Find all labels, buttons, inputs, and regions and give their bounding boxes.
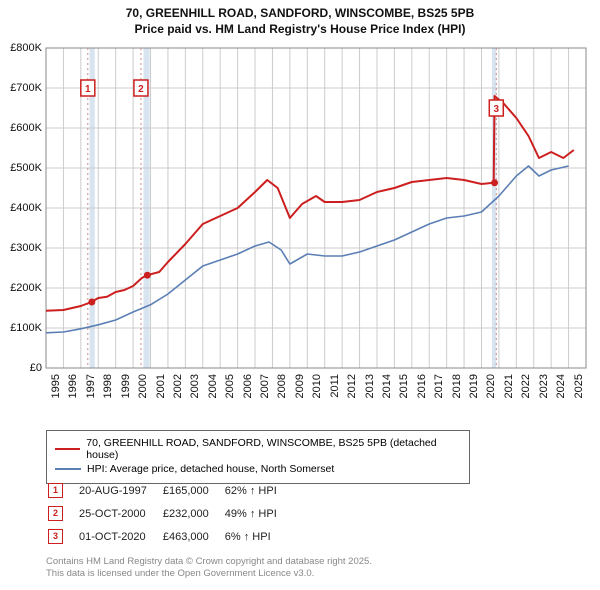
x-tick-label: 2019 — [468, 374, 480, 398]
x-tick-label: 1997 — [85, 374, 97, 398]
x-tick-label: 2022 — [520, 374, 532, 398]
x-tick-label: 2016 — [416, 374, 428, 398]
sale-marker-icon: 3 — [48, 529, 63, 544]
y-tick-label: £500K — [0, 162, 42, 174]
x-tick-label: 2003 — [189, 374, 201, 398]
x-tick-label: 2020 — [485, 374, 497, 398]
y-tick-label: £200K — [0, 282, 42, 294]
svg-text:3: 3 — [494, 104, 500, 115]
x-tick-label: 1996 — [67, 374, 79, 398]
y-tick-label: £700K — [0, 82, 42, 94]
x-tick-label: 2001 — [155, 374, 167, 398]
x-tick-label: 2008 — [276, 374, 288, 398]
x-tick-label: 2018 — [451, 374, 463, 398]
x-tick-label: 2012 — [346, 374, 358, 398]
x-tick-label: 2009 — [294, 374, 306, 398]
sale-delta: 62% ↑ HPI — [225, 480, 291, 501]
price-chart: 1 2 3 — [0, 0, 600, 430]
sale-delta: 6% ↑ HPI — [225, 526, 291, 547]
svg-text:2: 2 — [138, 84, 144, 95]
sale-marker-icon: 2 — [48, 506, 63, 521]
legend-item: HPI: Average price, detached house, Nort… — [55, 463, 461, 475]
x-tick-label: 2002 — [172, 374, 184, 398]
table-row: 1 20-AUG-1997£165,00062% ↑ HPI — [48, 480, 291, 501]
x-tick-label: 2021 — [503, 374, 515, 398]
footer-line-2: This data is licensed under the Open Gov… — [46, 568, 372, 580]
sale-price: £165,000 — [163, 480, 223, 501]
x-tick-label: 1995 — [50, 374, 62, 398]
sale-date: 25-OCT-2000 — [79, 503, 161, 524]
x-tick-label: 2014 — [381, 374, 393, 398]
table-row: 2 25-OCT-2000£232,00049% ↑ HPI — [48, 503, 291, 524]
x-tick-label: 1998 — [102, 374, 114, 398]
y-tick-label: £100K — [0, 322, 42, 334]
footer-attribution: Contains HM Land Registry data © Crown c… — [46, 556, 372, 581]
y-tick-label: £400K — [0, 202, 42, 214]
x-tick-label: 2015 — [398, 374, 410, 398]
y-tick-label: £600K — [0, 122, 42, 134]
x-tick-label: 2006 — [242, 374, 254, 398]
x-tick-label: 2024 — [555, 374, 567, 398]
x-tick-label: 2000 — [137, 374, 149, 398]
x-tick-label: 1999 — [120, 374, 132, 398]
sale-price: £463,000 — [163, 526, 223, 547]
x-tick-label: 2011 — [329, 374, 341, 398]
table-row: 3 01-OCT-2020£463,0006% ↑ HPI — [48, 526, 291, 547]
sale-marker-icon: 1 — [48, 483, 63, 498]
footer-line-1: Contains HM Land Registry data © Crown c… — [46, 556, 372, 568]
chart-legend: 70, GREENHILL ROAD, SANDFORD, WINSCOMBE,… — [46, 430, 470, 484]
sale-price: £232,000 — [163, 503, 223, 524]
x-tick-label: 2010 — [311, 374, 323, 398]
sale-date: 01-OCT-2020 — [79, 526, 161, 547]
x-tick-label: 2007 — [259, 374, 271, 398]
legend-item: 70, GREENHILL ROAD, SANDFORD, WINSCOMBE,… — [55, 437, 461, 461]
x-tick-label: 2025 — [573, 374, 585, 398]
svg-text:1: 1 — [85, 84, 91, 95]
y-tick-label: £800K — [0, 42, 42, 54]
x-tick-label: 2004 — [207, 374, 219, 398]
sale-delta: 49% ↑ HPI — [225, 503, 291, 524]
sales-table: 1 20-AUG-1997£165,00062% ↑ HPI 2 25-OCT-200… — [46, 478, 293, 549]
legend-label: 70, GREENHILL ROAD, SANDFORD, WINSCOMBE,… — [86, 437, 461, 461]
x-tick-label: 2023 — [538, 374, 550, 398]
x-tick-label: 2017 — [433, 374, 445, 398]
legend-label: HPI: Average price, detached house, Nort… — [87, 463, 334, 475]
x-tick-label: 2013 — [364, 374, 376, 398]
legend-swatch — [55, 448, 80, 450]
y-tick-label: £0 — [0, 362, 42, 374]
legend-swatch — [55, 468, 81, 470]
x-tick-label: 2005 — [224, 374, 236, 398]
sale-date: 20-AUG-1997 — [79, 480, 161, 501]
y-tick-label: £300K — [0, 242, 42, 254]
